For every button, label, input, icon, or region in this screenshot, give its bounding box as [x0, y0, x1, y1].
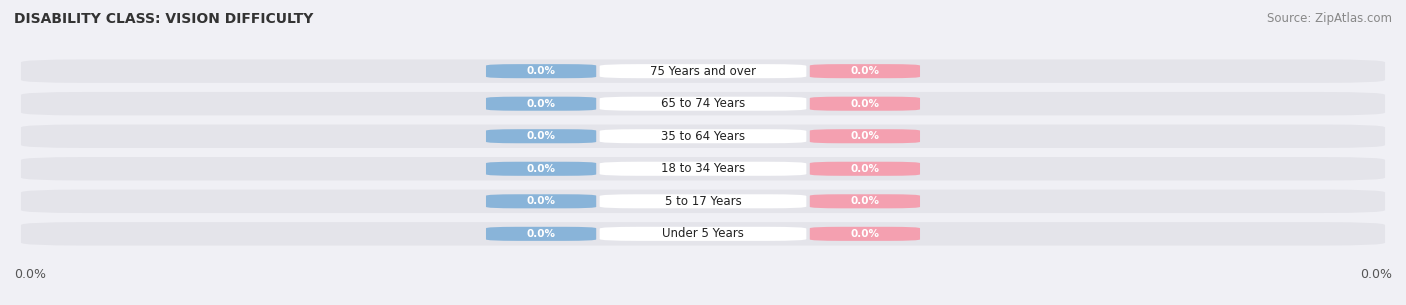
- FancyBboxPatch shape: [486, 64, 596, 78]
- FancyBboxPatch shape: [21, 190, 1385, 213]
- FancyBboxPatch shape: [810, 162, 920, 176]
- Text: 0.0%: 0.0%: [14, 268, 46, 281]
- FancyBboxPatch shape: [21, 59, 1385, 83]
- Text: 0.0%: 0.0%: [1360, 268, 1392, 281]
- Text: 0.0%: 0.0%: [527, 99, 555, 109]
- Text: Source: ZipAtlas.com: Source: ZipAtlas.com: [1267, 12, 1392, 25]
- Text: 35 to 64 Years: 35 to 64 Years: [661, 130, 745, 143]
- Text: 0.0%: 0.0%: [527, 164, 555, 174]
- FancyBboxPatch shape: [486, 227, 596, 241]
- FancyBboxPatch shape: [486, 194, 596, 208]
- FancyBboxPatch shape: [599, 194, 807, 208]
- Text: 18 to 34 Years: 18 to 34 Years: [661, 162, 745, 175]
- Text: 0.0%: 0.0%: [527, 131, 555, 141]
- Text: 75 Years and over: 75 Years and over: [650, 65, 756, 78]
- Text: 0.0%: 0.0%: [527, 229, 555, 239]
- Text: 65 to 74 Years: 65 to 74 Years: [661, 97, 745, 110]
- FancyBboxPatch shape: [486, 97, 596, 111]
- Text: DISABILITY CLASS: VISION DIFFICULTY: DISABILITY CLASS: VISION DIFFICULTY: [14, 12, 314, 26]
- FancyBboxPatch shape: [810, 227, 920, 241]
- FancyBboxPatch shape: [810, 64, 920, 78]
- Text: 0.0%: 0.0%: [851, 229, 879, 239]
- FancyBboxPatch shape: [599, 129, 807, 143]
- FancyBboxPatch shape: [21, 92, 1385, 115]
- FancyBboxPatch shape: [599, 97, 807, 111]
- FancyBboxPatch shape: [599, 227, 807, 241]
- FancyBboxPatch shape: [810, 97, 920, 111]
- Text: Under 5 Years: Under 5 Years: [662, 227, 744, 240]
- Text: 0.0%: 0.0%: [851, 164, 879, 174]
- Text: 0.0%: 0.0%: [851, 196, 879, 206]
- Text: 0.0%: 0.0%: [851, 99, 879, 109]
- FancyBboxPatch shape: [486, 129, 596, 143]
- FancyBboxPatch shape: [21, 124, 1385, 148]
- Text: 0.0%: 0.0%: [851, 131, 879, 141]
- FancyBboxPatch shape: [599, 64, 807, 78]
- FancyBboxPatch shape: [21, 157, 1385, 181]
- Text: 0.0%: 0.0%: [527, 66, 555, 76]
- Text: 0.0%: 0.0%: [527, 196, 555, 206]
- Text: 5 to 17 Years: 5 to 17 Years: [665, 195, 741, 208]
- FancyBboxPatch shape: [486, 162, 596, 176]
- FancyBboxPatch shape: [599, 162, 807, 176]
- FancyBboxPatch shape: [810, 194, 920, 208]
- FancyBboxPatch shape: [21, 222, 1385, 246]
- FancyBboxPatch shape: [810, 129, 920, 143]
- Text: 0.0%: 0.0%: [851, 66, 879, 76]
